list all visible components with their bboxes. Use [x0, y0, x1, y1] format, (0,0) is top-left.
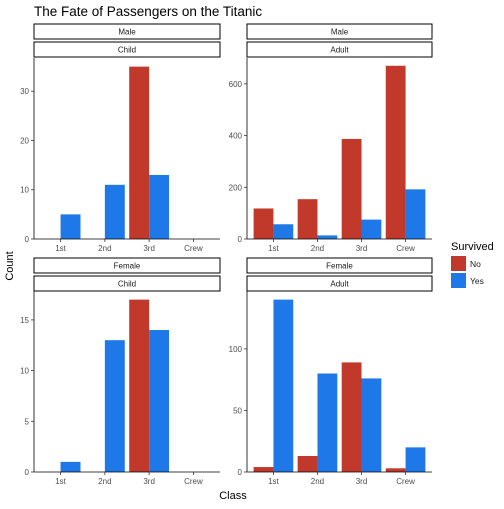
bar — [297, 199, 318, 239]
bar — [104, 340, 125, 472]
y-tick-label: 0 — [238, 235, 243, 244]
y-tick-label: 0 — [238, 468, 243, 477]
bar — [60, 461, 81, 472]
x-tick-label: 3rd — [356, 244, 368, 253]
bar — [361, 219, 382, 239]
x-tick-label: 1st — [55, 244, 66, 253]
x-tick-label: Crew — [184, 244, 203, 253]
x-tick-label: 1st — [55, 477, 66, 486]
y-tick-label: 600 — [229, 80, 243, 89]
x-tick-label: Crew — [396, 477, 415, 486]
y-tick-label: 400 — [229, 132, 243, 141]
facet-strip-bottom — [246, 275, 433, 292]
facet-panel: Male Child 0 10 20 30 1st 2nd 3rd Crew — [20, 23, 221, 253]
y-tick-label: 10 — [20, 367, 29, 376]
legend-title: Survived — [451, 241, 494, 253]
bar — [253, 208, 274, 239]
bar — [273, 224, 294, 239]
x-tick-label: 3rd — [143, 244, 155, 253]
facet-strip-bottom-label: Adult — [330, 280, 349, 289]
y-axis-title: Count — [4, 251, 16, 280]
facet-strip-top-label: Female — [326, 262, 353, 271]
facet-strip-top-label: Male — [118, 28, 136, 37]
bar — [60, 214, 81, 239]
bar — [317, 235, 338, 239]
y-tick-label: 100 — [229, 345, 243, 354]
facet-strip-top — [246, 23, 433, 40]
legend-label: Yes — [470, 276, 484, 286]
y-tick-label: 0 — [25, 468, 30, 477]
facet-strip-top-label: Male — [331, 28, 349, 37]
x-tick-label: 2nd — [98, 244, 111, 253]
bar — [405, 189, 426, 239]
y-tick-label: 50 — [233, 406, 242, 415]
x-tick-label: 1st — [268, 477, 279, 486]
bar — [129, 66, 150, 240]
y-tick-label: 200 — [229, 183, 243, 192]
bar — [253, 467, 274, 472]
facet-strip-bottom-label: Child — [118, 46, 136, 55]
x-tick-label: 3rd — [143, 477, 155, 486]
bar — [297, 455, 318, 472]
y-tick-label: 5 — [25, 417, 30, 426]
x-tick-label: 1st — [268, 244, 279, 253]
bar — [361, 378, 382, 472]
facet-strip-bottom — [33, 275, 221, 292]
facet-strip-bottom — [246, 41, 433, 58]
bar — [317, 373, 338, 472]
bar — [341, 362, 362, 472]
facet-strip-top-label: Female — [114, 262, 141, 271]
legend-label: No — [470, 259, 481, 269]
bar — [385, 65, 406, 239]
bar — [385, 468, 406, 472]
y-tick-label: 30 — [20, 87, 29, 96]
bar — [341, 138, 362, 239]
y-tick-label: 20 — [20, 136, 29, 145]
facet-panels: Male Child 0 10 20 30 1st 2nd 3rd Crew Male Adult 0 2… — [20, 23, 433, 486]
facet-strip-bottom-label: Adult — [330, 46, 349, 55]
bar — [149, 174, 170, 239]
y-tick-label: 10 — [20, 186, 29, 195]
facet-panel: Female Adult 0 50 100 1st 2nd 3rd Crew — [229, 257, 433, 486]
x-tick-label: 2nd — [311, 477, 324, 486]
facet-strip-top — [33, 257, 221, 274]
bar — [104, 184, 125, 239]
chart-title: The Fate of Passengers on the Titanic — [34, 4, 262, 19]
facet-strip-bottom-label: Child — [118, 280, 136, 289]
legend-swatch — [451, 273, 466, 288]
x-tick-label: 2nd — [311, 244, 324, 253]
legend-swatch — [451, 256, 466, 271]
facet-panel: Female Child 0 5 10 15 1st 2nd 3rd Crew — [20, 257, 221, 486]
facet-strip-top — [33, 23, 221, 40]
facet-strip-bottom — [33, 41, 221, 58]
x-axis-title: Class — [219, 490, 247, 502]
facet-strip-top — [246, 257, 433, 274]
y-tick-label: 15 — [20, 316, 29, 325]
x-tick-label: Crew — [396, 244, 415, 253]
x-tick-label: 3rd — [356, 477, 368, 486]
x-tick-label: 2nd — [98, 477, 111, 486]
bar — [405, 447, 426, 472]
y-tick-label: 0 — [25, 235, 30, 244]
x-tick-label: Crew — [184, 477, 203, 486]
bar — [149, 330, 170, 472]
bar — [273, 299, 294, 472]
legend: Survived No Yes — [451, 241, 494, 288]
bar — [129, 299, 150, 472]
facet-panel: Male Adult 0 200 400 600 1st 2nd 3rd Crew — [229, 23, 433, 253]
